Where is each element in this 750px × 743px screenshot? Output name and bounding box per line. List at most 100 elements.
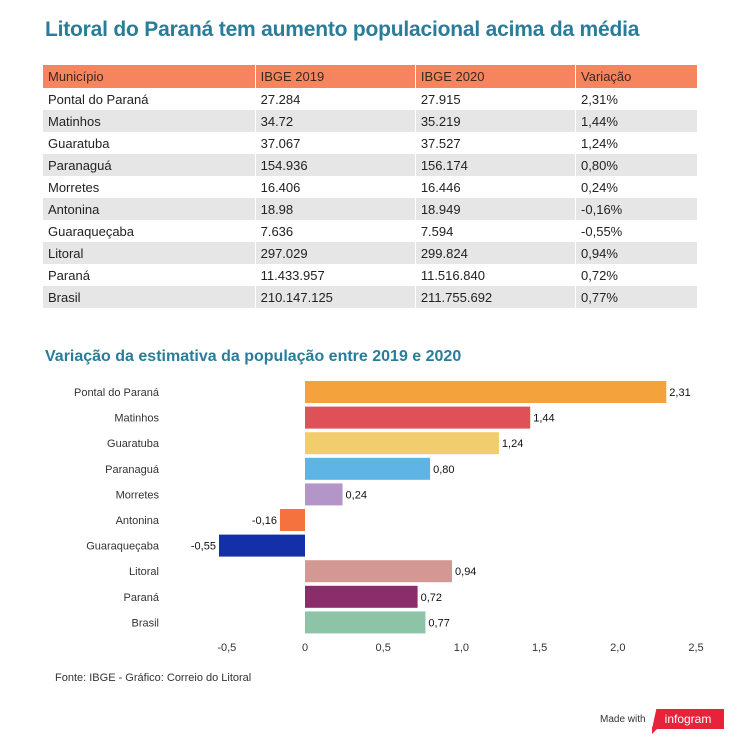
x-tick-label: 1,5 bbox=[532, 642, 547, 654]
table-cell: 0,77% bbox=[576, 286, 698, 308]
infogram-logo-tail bbox=[652, 727, 659, 734]
table-cell: 35.219 bbox=[415, 110, 577, 132]
table-cell: 37.527 bbox=[415, 132, 577, 154]
x-tick-label: 2,0 bbox=[610, 642, 625, 654]
data-label: -0,16 bbox=[252, 515, 277, 527]
table-cell: 1,44% bbox=[576, 110, 698, 132]
table-cell: 34.72 bbox=[255, 110, 416, 132]
category-label: Pontal do Paraná bbox=[74, 387, 160, 399]
bar bbox=[305, 381, 667, 403]
table-row: Paraná 11.433.957 11.516.840 0,72% bbox=[43, 264, 698, 286]
table-header-cell: Variação bbox=[576, 65, 698, 88]
category-label: Guaratuba bbox=[107, 438, 160, 450]
table-row: Pontal do Paraná 27.284 27.915 2,31% bbox=[43, 88, 698, 110]
table-cell: 0,94% bbox=[576, 242, 698, 264]
table-cell: Brasil bbox=[43, 286, 256, 308]
data-label: 0,77 bbox=[428, 617, 449, 629]
bar bbox=[305, 406, 531, 429]
table-row: Matinhos 34.72 35.219 1,44% bbox=[43, 110, 698, 132]
data-label: 0,80 bbox=[433, 464, 454, 476]
bar bbox=[279, 509, 305, 531]
table-cell: 297.029 bbox=[255, 242, 416, 264]
table-header-row: Município IBGE 2019 IBGE 2020 Variação bbox=[43, 65, 698, 88]
table-cell: 0,24% bbox=[576, 176, 698, 198]
category-label: Brasil bbox=[131, 617, 159, 629]
bar bbox=[305, 483, 343, 506]
chart-title: Variação da estimativa da população entr… bbox=[45, 348, 462, 365]
bar bbox=[305, 560, 453, 583]
bar bbox=[218, 534, 305, 557]
table-header-cell: Município bbox=[43, 65, 256, 88]
data-label: 0,94 bbox=[455, 566, 476, 578]
table-cell: Matinhos bbox=[43, 110, 256, 132]
table-cell: 37.067 bbox=[255, 132, 416, 154]
x-tick-label: 0,5 bbox=[376, 642, 391, 654]
table-row: Antonina 18.98 18.949 -0,16% bbox=[43, 198, 698, 220]
table-row: Brasil 210.147.125 211.755.692 0,77% bbox=[43, 286, 698, 308]
table-cell: 2,31% bbox=[576, 88, 698, 110]
page-title: Litoral do Paraná tem aumento populacion… bbox=[45, 18, 640, 41]
table-row: Guaratuba 37.067 37.527 1,24% bbox=[43, 132, 698, 154]
bar bbox=[305, 585, 418, 608]
source-note: Fonte: IBGE - Gráfico: Correio do Litora… bbox=[55, 672, 252, 684]
bar bbox=[305, 432, 499, 455]
population-table: Município IBGE 2019 IBGE 2020 Variação P… bbox=[43, 65, 698, 308]
table-row: Morretes 16.406 16.446 0,24% bbox=[43, 176, 698, 198]
table-row: Litoral 297.029 299.824 0,94% bbox=[43, 242, 698, 264]
table-cell: 210.147.125 bbox=[255, 286, 416, 308]
data-label: 2,31 bbox=[669, 387, 690, 399]
x-tick-label: 2,5 bbox=[688, 642, 703, 654]
table-cell: Guaraqueçaba bbox=[43, 220, 256, 242]
table-cell: Morretes bbox=[43, 176, 256, 198]
table-cell: 27.915 bbox=[415, 88, 577, 110]
table-cell: 27.284 bbox=[255, 88, 416, 110]
data-label: -0,55 bbox=[191, 541, 216, 553]
category-label: Matinhos bbox=[114, 413, 159, 425]
table-cell: 156.174 bbox=[415, 154, 577, 176]
category-label: Paranaguá bbox=[105, 464, 160, 476]
table-cell: 154.936 bbox=[255, 154, 416, 176]
table-cell: Antonina bbox=[43, 198, 256, 220]
table-cell: 18.949 bbox=[415, 198, 577, 220]
table-header-cell: IBGE 2020 bbox=[415, 65, 577, 88]
category-label: Guaraqueçaba bbox=[86, 541, 160, 553]
table-row: Guaraqueçaba 7.636 7.594 -0,55% bbox=[43, 220, 698, 242]
data-label: 0,72 bbox=[421, 592, 442, 604]
category-label: Morretes bbox=[116, 489, 160, 501]
category-label: Litoral bbox=[129, 566, 159, 578]
x-tick-label: 0 bbox=[302, 642, 308, 654]
category-label: Antonina bbox=[116, 515, 160, 527]
table-cell: Paranaguá bbox=[43, 154, 256, 176]
table-cell: 0,72% bbox=[576, 264, 698, 286]
data-label: 1,24 bbox=[502, 438, 523, 450]
table-header-cell: IBGE 2019 bbox=[255, 65, 416, 88]
table-cell: Pontal do Paraná bbox=[43, 88, 256, 110]
table-cell: 16.446 bbox=[415, 176, 577, 198]
table-cell: 299.824 bbox=[415, 242, 577, 264]
data-label: 0,24 bbox=[346, 489, 367, 501]
table-body: Pontal do Paraná 27.284 27.915 2,31% Matinho… bbox=[43, 88, 698, 308]
table-cell: 16.406 bbox=[255, 176, 416, 198]
data-label: 1,44 bbox=[533, 413, 554, 425]
table-cell: 211.755.692 bbox=[415, 286, 577, 308]
table-cell: Guaratuba bbox=[43, 132, 256, 154]
table-cell: -0,55% bbox=[576, 220, 698, 242]
x-tick-label: -0,5 bbox=[217, 642, 236, 654]
table-row: Paranaguá 154.936 156.174 0,80% bbox=[43, 154, 698, 176]
category-label: Paraná bbox=[124, 592, 160, 604]
table-cell: 7.594 bbox=[415, 220, 577, 242]
table-cell: 11.433.957 bbox=[255, 264, 416, 286]
bar bbox=[305, 611, 426, 634]
table-cell: Paraná bbox=[43, 264, 256, 286]
x-tick-label: 1,0 bbox=[454, 642, 469, 654]
bar bbox=[305, 457, 431, 480]
table-cell: 1,24% bbox=[576, 132, 698, 154]
table-cell: 11.516.840 bbox=[415, 264, 577, 286]
table-cell: Litoral bbox=[43, 242, 256, 264]
infogram-logo[interactable]: infogram bbox=[652, 709, 724, 729]
table-cell: 7.636 bbox=[255, 220, 416, 242]
table-cell: 18.98 bbox=[255, 198, 416, 220]
table-cell: -0,16% bbox=[576, 198, 698, 220]
made-with-label: Made with bbox=[600, 714, 646, 725]
